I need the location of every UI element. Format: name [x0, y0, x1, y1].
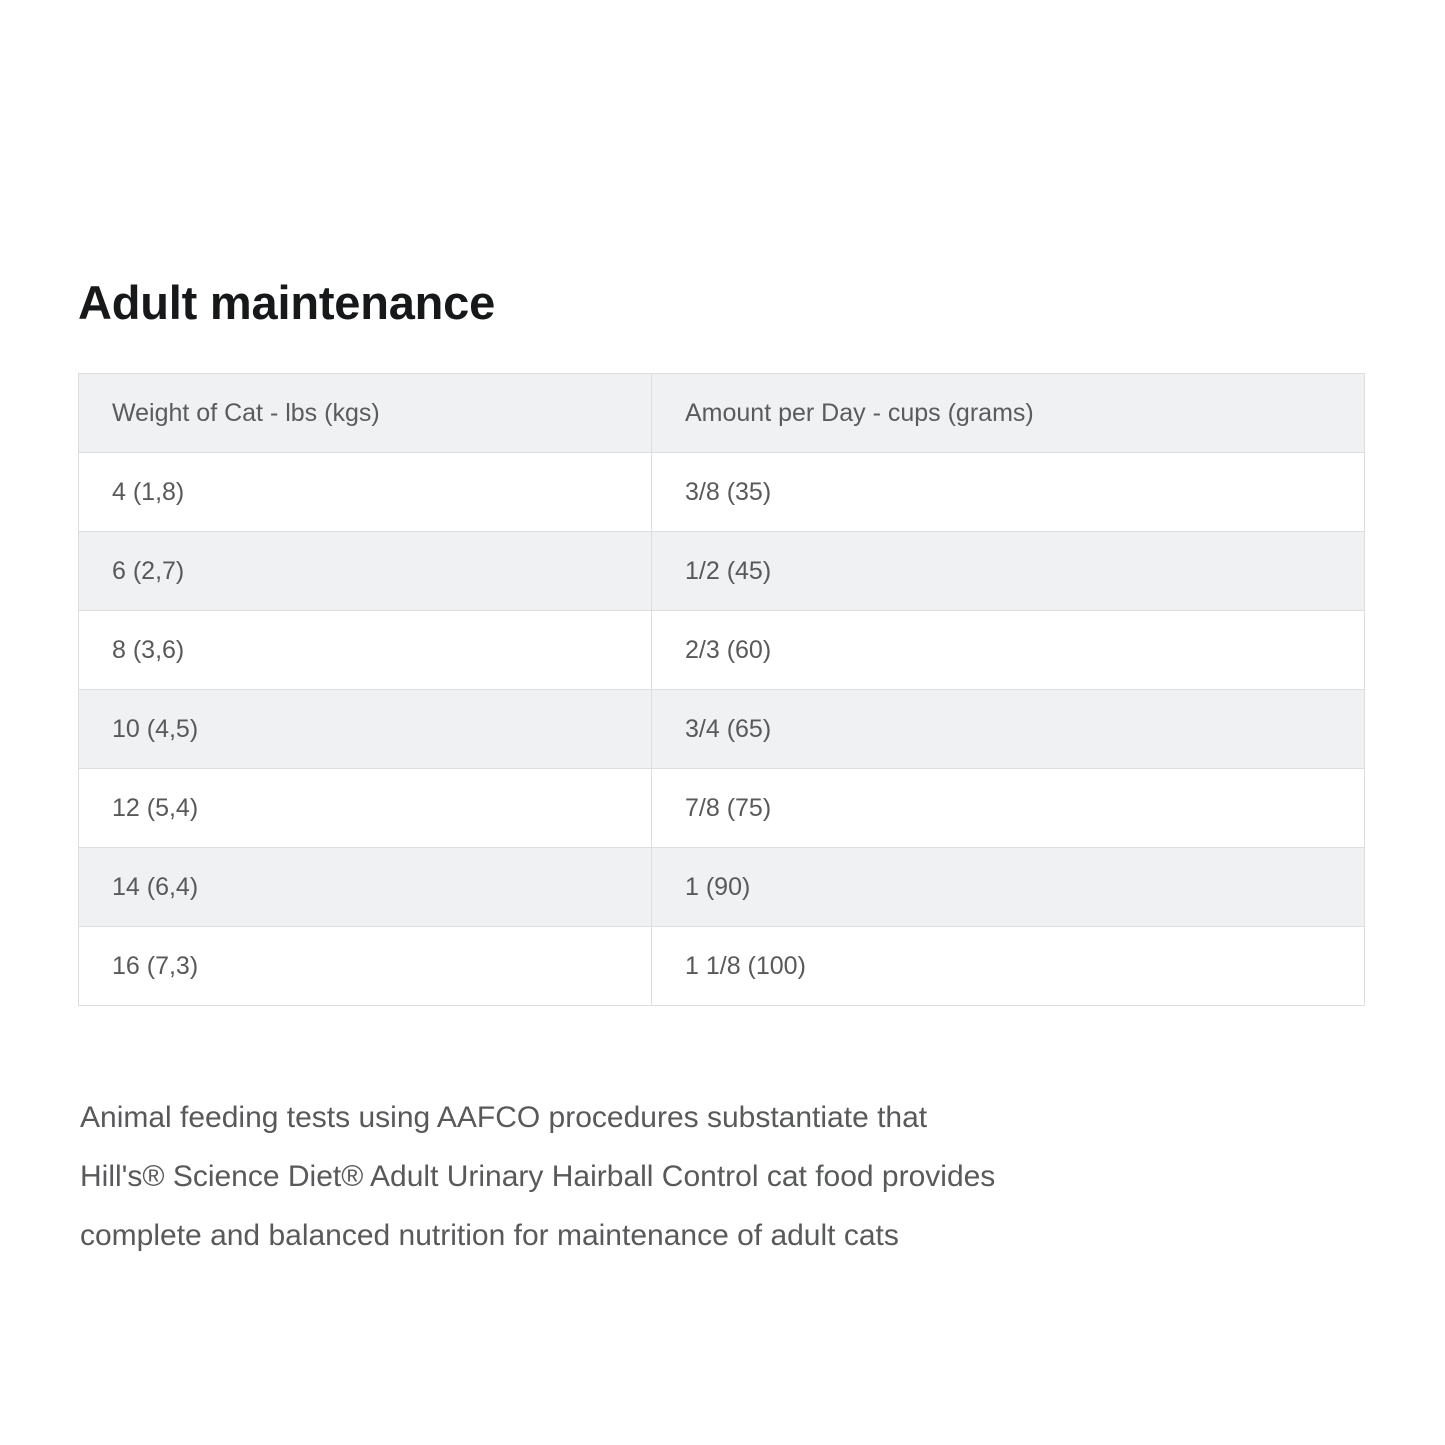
table-row: 12 (5,4) 7/8 (75) — [78, 768, 1365, 848]
aafco-statement-line-1: Animal feeding tests using AAFCO procedu… — [80, 1101, 928, 1134]
cell-amount: 2/3 (60) — [651, 610, 1365, 690]
feeding-guide-table: Weight of Cat - lbs (kgs) Amount per Day… — [78, 373, 1365, 1006]
table-header: Weight of Cat - lbs (kgs) Amount per Day… — [78, 373, 1365, 453]
cell-weight: 14 (6,4) — [78, 847, 652, 927]
table-row: 4 (1,8) 3/8 (35) — [78, 452, 1365, 532]
cell-amount: 3/8 (35) — [651, 452, 1365, 532]
cell-amount: 1 (90) — [651, 847, 1365, 927]
cell-weight: 12 (5,4) — [78, 768, 652, 848]
page-title: Adult maintenance — [78, 276, 496, 330]
table-row: 16 (7,3) 1 1/8 (100) — [78, 926, 1365, 1006]
cell-weight: 4 (1,8) — [78, 452, 652, 532]
cell-amount: 1 1/8 (100) — [651, 926, 1365, 1006]
table-row: 6 (2,7) 1/2 (45) — [78, 531, 1365, 611]
cell-weight: 6 (2,7) — [78, 531, 652, 611]
table-row: 14 (6,4) 1 (90) — [78, 847, 1365, 927]
column-header-weight: Weight of Cat - lbs (kgs) — [78, 373, 652, 453]
feeding-guide-table-container: Weight of Cat - lbs (kgs) Amount per Day… — [78, 373, 1365, 1006]
aafco-statement-line-3: complete and balanced nutrition for main… — [80, 1219, 899, 1252]
cell-amount: 3/4 (65) — [651, 689, 1365, 769]
table-body: 4 (1,8) 3/8 (35) 6 (2,7) 1/2 (45) 8 (3,6… — [78, 452, 1365, 1006]
cell-amount: 1/2 (45) — [651, 531, 1365, 611]
table-row: 8 (3,6) 2/3 (60) — [78, 610, 1365, 690]
aafco-statement: Animal feeding tests using AAFCO procedu… — [80, 1088, 1310, 1265]
cell-weight: 8 (3,6) — [78, 610, 652, 690]
table-row: 10 (4,5) 3/4 (65) — [78, 689, 1365, 769]
cell-weight: 16 (7,3) — [78, 926, 652, 1006]
table-header-row: Weight of Cat - lbs (kgs) Amount per Day… — [78, 373, 1365, 453]
cell-weight: 10 (4,5) — [78, 689, 652, 769]
column-header-amount: Amount per Day - cups (grams) — [651, 373, 1365, 453]
aafco-statement-line-2: Hill's® Science Diet® Adult Urinary Hair… — [80, 1160, 996, 1193]
cell-amount: 7/8 (75) — [651, 768, 1365, 848]
